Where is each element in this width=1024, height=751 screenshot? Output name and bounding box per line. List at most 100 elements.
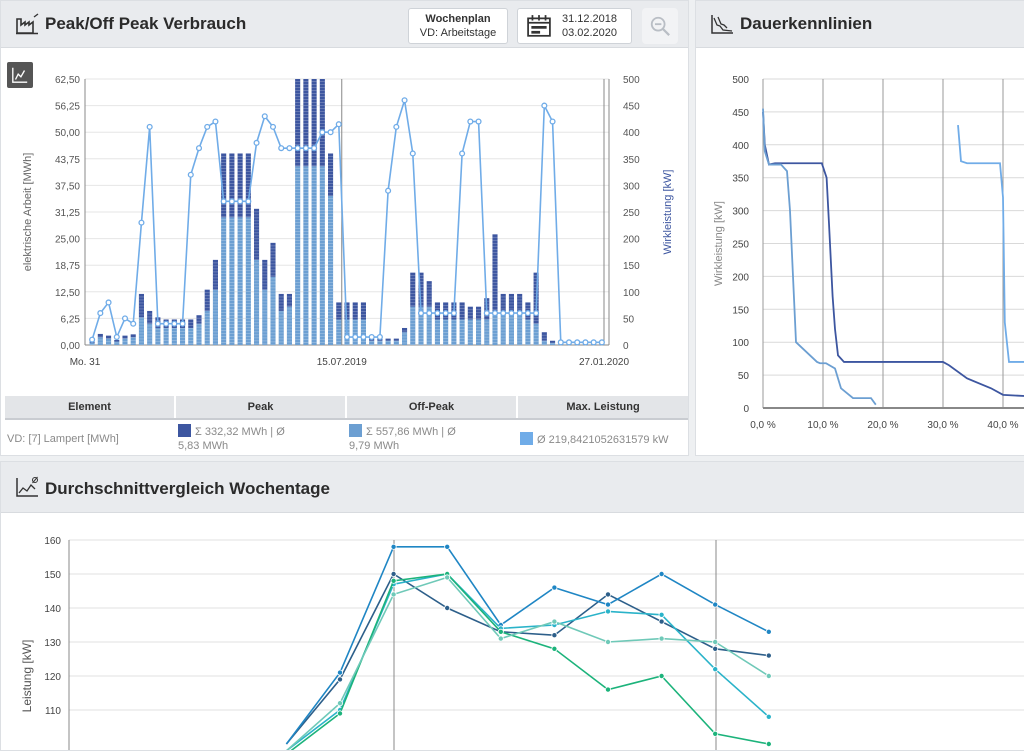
max-swatch (520, 432, 533, 445)
duration-curve-chart: 0 50 100 150 200 250 300 350 400 450 500 0,0 % 10,0 … (713, 75, 1024, 431)
offpeak-bar (360, 319, 366, 345)
offpeak-bar (443, 319, 449, 345)
peak-bar (344, 302, 350, 320)
power-point (130, 320, 137, 327)
power-point (319, 129, 326, 136)
peak-bar (286, 293, 292, 307)
weekday-point (551, 584, 558, 591)
y-tick-label: 100 (732, 338, 749, 349)
power-point (533, 310, 540, 317)
offpeak-bar (500, 310, 506, 345)
offpeak-bar (393, 340, 399, 345)
peak-swatch (178, 424, 191, 437)
y-tick-label: 62,50 (55, 75, 80, 86)
zoom-button[interactable] (642, 8, 678, 44)
power-point (97, 310, 104, 317)
max-value[interactable]: Ø 219,8421052631579 kW (520, 432, 669, 447)
peak-bar (402, 327, 408, 333)
offpeak-bar (377, 340, 383, 345)
offpeak-value[interactable]: Σ 557,86 MWh | Ø 9,79 MWh (349, 424, 456, 453)
weekday-point (390, 571, 397, 578)
duration-curve-panel: Dauerkennlinien 0 50 100 150 200 250 300 350 400… (695, 0, 1024, 456)
y-tick-label: 300 (732, 207, 749, 218)
power-point (163, 320, 170, 327)
y-tick-label: 450 (732, 108, 749, 119)
panel-header: Durchschnittvergleich Wochentage (1, 462, 1024, 513)
offpeak-bar (147, 323, 153, 345)
peak-bar (147, 310, 153, 324)
peak-bar (311, 79, 317, 167)
duration-line (957, 124, 1024, 363)
x-tick-label: 40,0 % (987, 420, 1018, 431)
duration-line (762, 111, 1024, 397)
weekday-point (712, 645, 719, 652)
weekday-line (286, 576, 770, 750)
offpeak-bar (212, 289, 218, 345)
x-tick-label: 27.01.2020 (579, 357, 629, 368)
peak-bar (97, 333, 103, 338)
power-point (286, 145, 293, 152)
power-point (376, 333, 383, 341)
weekday-line (286, 573, 770, 750)
offpeak-bar (426, 306, 432, 345)
peak-line2: 5,83 MWh (178, 440, 229, 452)
weekday-point (712, 601, 719, 608)
peak-bar (262, 259, 268, 290)
power-point (245, 198, 252, 205)
peak-offpeak-panel: Peak/Off Peak Verbrauch Wochenplan VD: A… (0, 0, 689, 456)
power-point (442, 310, 449, 317)
chart-type-toggle[interactable] (7, 62, 33, 88)
y-tick-label: 350 (732, 174, 749, 185)
lines-group (285, 543, 772, 750)
element-value: VD: [7] Lampert [MWh] (7, 433, 119, 445)
offpeak-bar (311, 166, 317, 345)
peak-bar (352, 302, 358, 320)
y2-tick-label: 0 (623, 341, 629, 352)
power-point (343, 333, 351, 341)
power-point (195, 145, 203, 152)
y-tick-label: 0,00 (61, 341, 81, 352)
power-point (368, 333, 375, 341)
weekday-point (658, 611, 665, 618)
col-header-offpeak: Off-Peak (347, 396, 516, 418)
power-point (557, 339, 564, 346)
weekday-point (444, 574, 451, 581)
peak-bar (188, 319, 194, 328)
y2-tick-label: 50 (623, 314, 635, 325)
peak-value[interactable]: Σ 332,32 MWh | Ø 5,83 MWh (178, 424, 285, 453)
peak-bar (212, 259, 218, 290)
offpeak-bar (171, 327, 177, 345)
power-point (335, 121, 342, 128)
max-text: Ø 219,8421052631579 kW (537, 434, 669, 446)
power-point (154, 320, 161, 327)
divider (5, 418, 688, 420)
offpeak-bar (459, 319, 465, 345)
y2-tick-label: 250 (623, 208, 640, 219)
power-point (590, 339, 597, 346)
weekday-point (765, 740, 772, 747)
peak-bar (336, 302, 342, 320)
power-point (269, 123, 277, 130)
weekday-point (765, 713, 772, 720)
weekday-point (658, 571, 665, 578)
date-range-picker[interactable]: 31.12.2018 03.02.2020 (517, 8, 632, 44)
y-tick-label: 56,25 (55, 102, 80, 113)
offpeak-swatch (349, 424, 362, 437)
power-point (491, 310, 499, 317)
peak-bar (492, 234, 498, 311)
offpeak-bar (303, 166, 309, 345)
schedule-selector[interactable]: Wochenplan VD: Arbeitstage (408, 8, 508, 44)
panel-header: Peak/Off Peak Verbrauch Wochenplan VD: A… (1, 1, 688, 48)
power-point (187, 171, 194, 178)
weekday-point (658, 635, 665, 642)
power-point (113, 333, 120, 341)
peak-bar (278, 293, 284, 311)
col-header-max: Max. Leistung (518, 396, 688, 418)
offpeak-bar (286, 306, 292, 345)
offpeak-bar (254, 259, 260, 345)
power-point (565, 339, 573, 346)
weekday-point (605, 591, 612, 598)
y-tick-label: 31,25 (55, 208, 80, 219)
offpeak-bar (221, 217, 227, 345)
power-point (475, 118, 482, 125)
